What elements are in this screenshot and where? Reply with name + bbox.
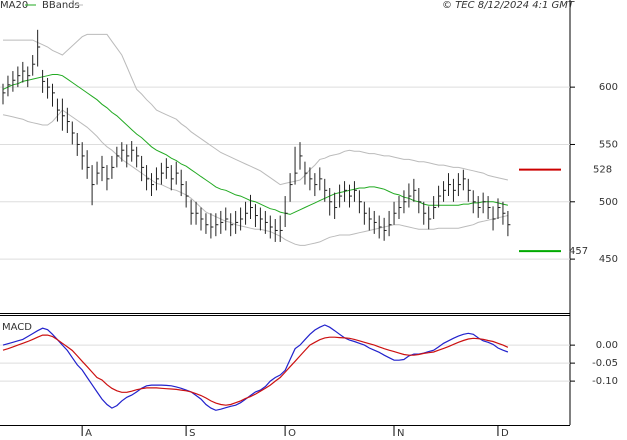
legend-label: MA20	[0, 0, 28, 11]
x-tick-label: S	[189, 428, 195, 439]
band-line	[2, 109, 509, 246]
panel-title: MACD	[2, 322, 32, 333]
y-tick-label: 500	[599, 197, 618, 208]
y-tick-label: 0.00	[596, 340, 618, 351]
copyright: © TEC 8/12/2024 4:1 GMT	[442, 0, 575, 11]
band-line	[3, 33, 509, 186]
legend-label: BBands	[42, 0, 80, 11]
x-tick-label: A	[85, 428, 92, 439]
line	[2, 334, 509, 406]
y-tick-label: 600	[599, 82, 618, 93]
x-tick-label: D	[501, 428, 509, 439]
level-label: 457	[569, 246, 588, 257]
level-label: 528	[593, 165, 612, 176]
y-tick-label: 550	[599, 139, 618, 150]
x-tick-label: N	[397, 428, 404, 439]
y-tick-label: 450	[599, 254, 618, 265]
y-tick-label: -0.10	[592, 376, 618, 387]
y-tick-label: -0.05	[592, 358, 618, 369]
x-tick-label: O	[288, 428, 296, 439]
